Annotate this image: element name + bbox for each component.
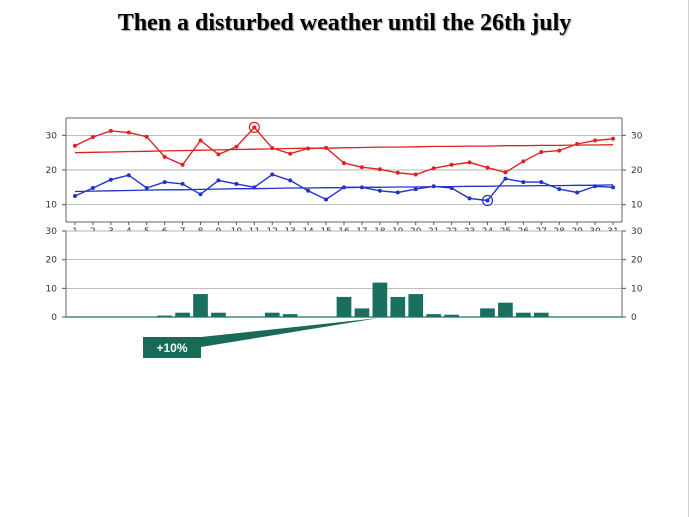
data-point	[503, 170, 508, 175]
data-point	[485, 198, 490, 203]
data-point	[108, 128, 113, 133]
data-point	[521, 159, 526, 164]
rain-bar	[444, 314, 459, 317]
data-point	[162, 154, 167, 159]
data-point	[449, 162, 454, 167]
data-point	[413, 172, 418, 177]
data-point	[234, 144, 239, 149]
data-point	[503, 176, 508, 181]
data-point	[270, 172, 275, 177]
data-point	[306, 188, 311, 193]
data-point	[180, 162, 185, 167]
rain-bar	[175, 312, 190, 317]
data-point	[198, 138, 203, 143]
data-point	[377, 188, 382, 193]
rain-bar	[193, 294, 208, 317]
data-point	[90, 186, 95, 191]
rain-bar	[211, 312, 226, 317]
rain-bar	[157, 315, 172, 317]
data-point	[90, 135, 95, 140]
page-title: Then a disturbed weather until the 26th …	[117, 10, 572, 36]
y-tick-label-left: 10	[46, 201, 58, 211]
data-point	[557, 148, 562, 153]
data-point	[557, 187, 562, 192]
data-point	[216, 178, 221, 183]
data-point	[342, 161, 346, 166]
y-tick-label-right: 10	[631, 201, 643, 211]
rain-bar	[282, 314, 298, 317]
rain-bar	[264, 312, 280, 317]
data-point	[467, 160, 472, 165]
y-tick-label-left: 20	[46, 166, 58, 176]
rain-bar	[408, 294, 424, 317]
y-tick-label-left: 10	[46, 284, 58, 294]
rain-bar	[426, 314, 442, 317]
data-point	[611, 136, 616, 141]
data-point	[324, 197, 329, 202]
data-point	[234, 181, 239, 186]
y-tick-label-right: 20	[631, 256, 643, 266]
data-point	[72, 143, 77, 148]
data-point	[359, 165, 364, 170]
rain-bar	[336, 296, 352, 317]
data-point	[395, 190, 400, 195]
data-point	[575, 190, 580, 195]
y-tick-label-left: 30	[46, 131, 58, 141]
y-tick-label-right: 0	[631, 313, 637, 323]
data-point	[288, 178, 293, 183]
data-point	[216, 152, 221, 157]
rain-bar	[516, 312, 531, 317]
data-point	[144, 186, 149, 191]
callout-label: +10%	[156, 341, 187, 355]
data-point	[611, 185, 616, 190]
callout-box	[143, 337, 201, 358]
data-point	[539, 180, 544, 185]
data-point	[467, 196, 472, 201]
temperature-panel: 1010202030301234567891011121314151617181…	[46, 117, 643, 237]
highlight-circle	[248, 121, 260, 133]
trend-line	[74, 144, 614, 154]
callout-pointer	[201, 318, 379, 347]
data-point	[72, 194, 77, 198]
data-point	[198, 192, 203, 197]
rain-bar	[498, 302, 513, 317]
data-point	[108, 177, 113, 182]
y-tick-label-left: 20	[46, 256, 58, 266]
y-tick-label-right: 30	[631, 227, 643, 237]
data-point	[252, 125, 257, 130]
data-point	[180, 181, 185, 186]
percentage-callout: +10%	[143, 318, 379, 358]
rain-bar	[390, 296, 406, 317]
y-tick-label-right: 10	[631, 284, 643, 294]
data-point	[288, 151, 293, 156]
rain-bar	[372, 282, 388, 317]
y-tick-label-right: 30	[631, 131, 643, 141]
data-point	[485, 165, 490, 170]
trend-line	[74, 184, 614, 193]
data-point	[431, 166, 436, 171]
data-point	[377, 167, 382, 172]
data-point	[162, 180, 167, 185]
data-point	[126, 173, 131, 178]
data-point	[413, 187, 418, 192]
data-point	[593, 138, 598, 143]
highlight-circle	[481, 194, 494, 207]
data-point	[539, 149, 544, 154]
y-tick-label-left: 0	[51, 313, 57, 323]
rain-bar	[533, 312, 549, 317]
data-point	[521, 180, 526, 185]
rainfall-panel: 0 0 10 10 20 20 30 30	[46, 227, 643, 323]
rain-bar	[480, 308, 495, 317]
rain-bar	[354, 308, 370, 317]
data-point	[126, 130, 131, 135]
data-point	[144, 134, 149, 139]
y-tick-label-right: 20	[631, 166, 643, 176]
data-point	[395, 170, 400, 175]
y-tick-label-left: 30	[46, 227, 58, 237]
